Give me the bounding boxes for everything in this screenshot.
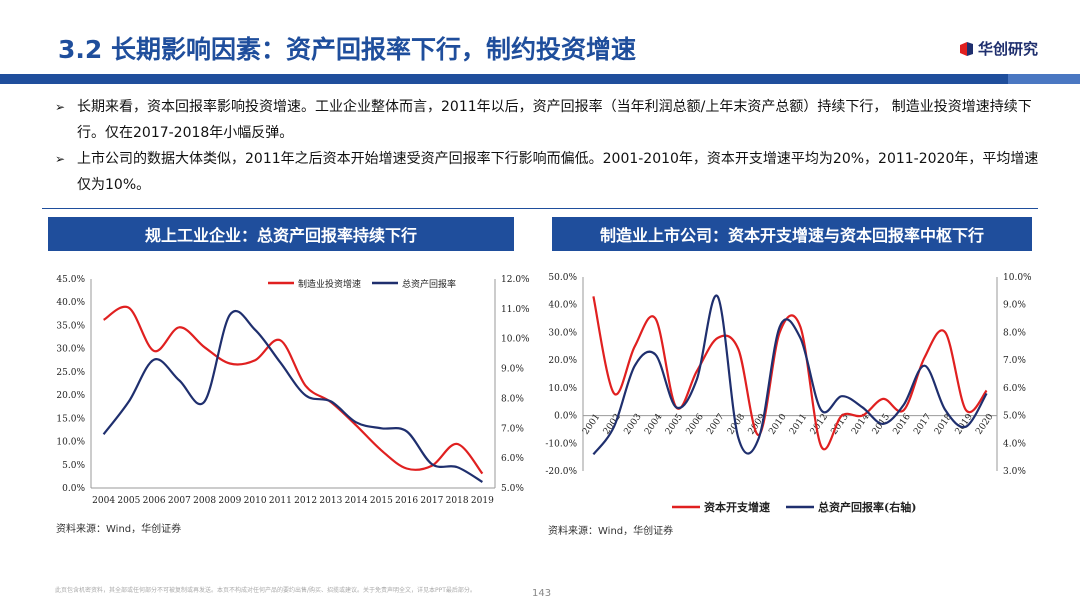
y-right-tick-label: 6.0%: [501, 454, 524, 464]
bullet-list: ➢ 长期来看，资本回报率影响投资增速。工业企业整体而言，2011年以后，资产回报…: [55, 94, 1045, 198]
x-tick-label: 2005: [117, 496, 140, 506]
bullet-arrow-icon: ➢: [55, 152, 66, 166]
y-left-tick-label: 10.0%: [548, 384, 577, 394]
y-left-tick-label: 40.0%: [548, 301, 577, 311]
right-chart: -20.0% -10.0% 0.0% 10.0% 20.0% 30.0% 40.0% 50.0…: [545, 273, 1032, 514]
y-right-tick-label: 5.0%: [1003, 412, 1026, 422]
y-left-tick-label: 15.0%: [56, 414, 85, 424]
x-tick-label: 2011: [269, 496, 292, 506]
legend-label: 总资产回报率: [402, 278, 456, 290]
brand-logo: 华创研究: [958, 38, 1038, 59]
x-tick-label: 2012: [294, 496, 317, 506]
left-chart: 0.0% 5.0% 10.0% 15.0% 20.0% 25.0% 30.0% 35.0% 40…: [56, 275, 530, 506]
y-right-tick-label: 5.0%: [501, 484, 524, 494]
y-left-tick-label: 0.0%: [62, 484, 85, 494]
y-left-tick-label: -10.0%: [545, 439, 577, 449]
logo-text: 华创研究: [977, 40, 1038, 58]
legend-label: 制造业投资增速: [298, 278, 361, 290]
page-title: 3.2 长期影响因素：资产回报率下行，制约投资增速: [58, 35, 636, 64]
left-source-note: 资料来源：Wind，华创证券: [56, 524, 182, 535]
header-bar: [0, 74, 1080, 84]
x-tick-label: 2010: [244, 496, 267, 506]
x-tick-label: 2017: [420, 496, 443, 506]
x-tick-label: 2008: [193, 496, 216, 506]
y-left-tick-label: 30.0%: [548, 328, 577, 338]
y-left-tick-label: 20.0%: [56, 391, 85, 401]
x-tick-label: 2018: [446, 496, 469, 506]
y-left-tick-label: 25.0%: [56, 368, 85, 378]
bullet-text: 长期来看，资本回报率影响投资增速。工业企业整体而言，2011年以后，资产回报率（…: [77, 99, 1032, 141]
y-right-tick-label: 8.0%: [501, 394, 524, 404]
legend-label: 资本开支增速: [704, 500, 770, 514]
y-right-tick-label: 12.0%: [501, 275, 530, 285]
right-chart-title: 制造业上市公司：资本开支增速与资本回报率中枢下行: [552, 217, 1032, 251]
bullet-text: 上市公司的数据大体类似，2011年之后资本开始增速受资产回报率下行影响而偏低。2…: [77, 151, 1039, 193]
bullet-item: ➢ 长期来看，资本回报率影响投资增速。工业企业整体而言，2011年以后，资产回报…: [55, 94, 1045, 146]
y-right-tick-label: 3.0%: [1003, 467, 1026, 477]
y-left-tick-label: 40.0%: [56, 298, 85, 308]
section-divider: [42, 208, 1038, 209]
y-right-tick-label: 11.0%: [501, 305, 530, 315]
x-tick-label: 2014: [345, 496, 368, 506]
footer-disclaimer: 此页包含机密资料，其全部或任何部分不可被复制或再发送。本页不构成对任何产品的要约…: [55, 587, 476, 594]
right-source-note: 资料来源：Wind，华创证券: [548, 526, 674, 537]
bullet-arrow-icon: ➢: [55, 100, 66, 114]
series-line: [102, 305, 484, 475]
header-bar-tip: [1008, 74, 1080, 84]
x-tick-label: 2019: [471, 496, 494, 506]
logo-icon: [958, 41, 974, 57]
y-left-tick-label: 35.0%: [56, 321, 85, 331]
y-left-tick-label: 10.0%: [56, 438, 85, 448]
y-left-tick-label: -20.0%: [545, 467, 577, 477]
legend-label: 总资产回报率(右轴): [818, 500, 916, 514]
y-left-tick-label: 5.0%: [62, 461, 85, 471]
y-right-tick-label: 4.0%: [1003, 439, 1026, 449]
x-tick-label: 2016: [395, 496, 418, 506]
y-left-tick-label: 20.0%: [548, 356, 577, 366]
x-tick-label: 2006: [143, 496, 166, 506]
series-line: [592, 294, 988, 456]
y-right-tick-label: 6.0%: [1003, 384, 1026, 394]
x-tick-label: 2013: [319, 496, 342, 506]
y-right-tick-label: 8.0%: [1003, 328, 1026, 338]
y-left-tick-label: 0.0%: [554, 412, 577, 422]
x-tick-label: 2009: [218, 496, 241, 506]
x-tick-label: 2004: [92, 496, 115, 506]
series-line: [102, 309, 483, 483]
x-tick-label: 2015: [370, 496, 393, 506]
y-right-tick-label: 10.0%: [501, 335, 530, 345]
y-right-tick-label: 9.0%: [1003, 301, 1026, 311]
y-left-tick-label: 45.0%: [56, 275, 85, 285]
page-number: 143: [532, 588, 552, 599]
y-right-tick-label: 7.0%: [501, 424, 524, 434]
y-left-tick-label: 50.0%: [548, 273, 577, 283]
y-left-tick-label: 30.0%: [56, 345, 85, 355]
x-tick-label: 2007: [168, 496, 191, 506]
left-chart-title: 规上工业企业：总资产回报率持续下行: [48, 217, 514, 251]
y-right-tick-label: 9.0%: [501, 365, 524, 375]
y-right-tick-label: 7.0%: [1003, 356, 1026, 366]
y-right-tick-label: 10.0%: [1003, 273, 1032, 283]
bullet-item: ➢ 上市公司的数据大体类似，2011年之后资本开始增速受资产回报率下行影响而偏低…: [55, 146, 1045, 198]
